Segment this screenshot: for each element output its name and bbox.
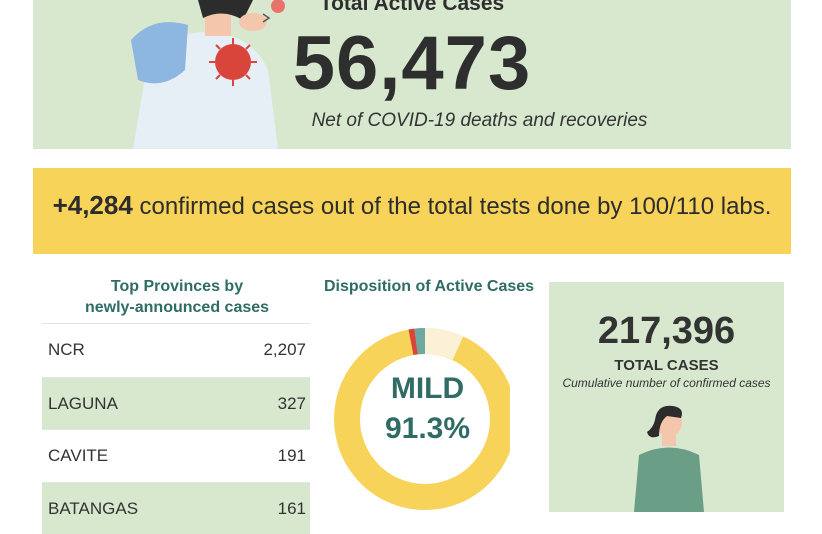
standing-person-illustration [634, 405, 704, 512]
disposition-donut-chart [334, 328, 510, 510]
total-cases-value: 217,396 [597, 310, 736, 352]
province-value: 191 [277, 446, 306, 465]
disposition-title: Disposition of Active Cases [323, 278, 535, 295]
active-cases-banner: Total Active Cases 56,473 Net of COVID-1… [33, 0, 791, 149]
donut-critical-segment [414, 328, 426, 355]
province-name: CAVITE [48, 446, 109, 465]
disposition-value: 91.3% [384, 412, 471, 445]
disposition-label: MILD [390, 372, 465, 405]
total-cases-label: TOTAL CASES [614, 357, 719, 374]
coughing-person-illustration [131, 0, 285, 149]
provinces-title-line2: newly-announced cases [84, 299, 270, 316]
active-cases-title: Total Active Cases [319, 0, 505, 15]
province-value: 2,207 [263, 340, 306, 359]
confirmed-cases-text: +4,284 confirmed cases out of the total … [33, 188, 791, 224]
provinces-title: Top Provinces by newly-announced cases [42, 276, 312, 318]
donut-asymptomatic-segment [424, 328, 464, 361]
province-row: BATANGAS 161 [42, 482, 310, 534]
province-value: 327 [277, 394, 306, 413]
province-name: LAGUNA [48, 394, 118, 413]
active-cases-subtitle: Net of COVID-19 deaths and recoveries [311, 110, 648, 131]
province-row: CAVITE 191 [42, 429, 310, 481]
total-cases-subtitle: Cumulative number of confirmed cases [562, 376, 771, 390]
confirmed-cases-count: +4,284 [52, 190, 133, 220]
province-row: LAGUNA 327 [42, 377, 310, 429]
total-cases-card: 217,396 TOTAL CASES Cumulative number of… [549, 282, 784, 512]
province-value: 161 [277, 499, 306, 518]
province-name: NCR [48, 340, 85, 359]
donut-severe-segment [408, 328, 418, 356]
provinces-title-line1: Top Provinces by [110, 278, 244, 295]
province-row: NCR 2,207 [42, 323, 310, 375]
confirmed-cases-banner: +4,284 confirmed cases out of the total … [33, 168, 791, 254]
province-name: BATANGAS [48, 499, 139, 518]
active-cases-value: 56,473 [292, 21, 532, 106]
confirmed-cases-description: confirmed cases out of the total tests d… [139, 193, 772, 220]
